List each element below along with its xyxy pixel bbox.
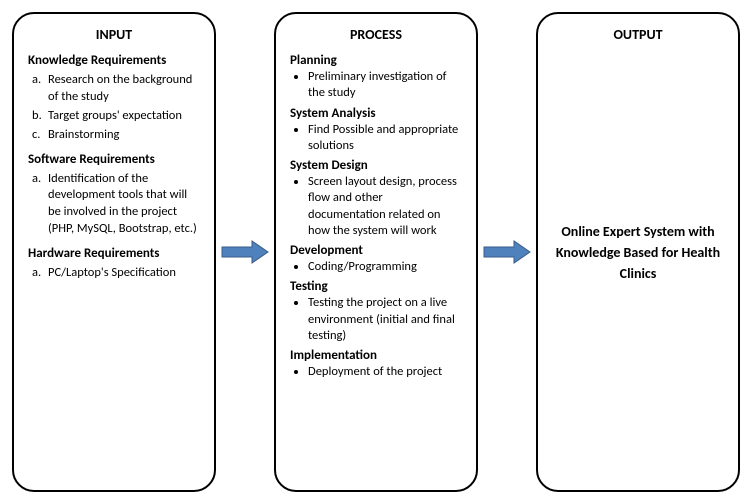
output-box: OUTPUT Online Expert System with Knowled… bbox=[536, 12, 740, 492]
list-marker: c. bbox=[32, 127, 48, 144]
process-phase-bullets: Preliminary investigation of the study bbox=[290, 69, 462, 102]
process-bullet: Coding/Programming bbox=[308, 259, 462, 275]
input-item-text: Research on the background of the study bbox=[48, 72, 200, 106]
process-phase-name: Implementation bbox=[290, 348, 462, 363]
process-title: PROCESS bbox=[290, 26, 462, 43]
process-phases: PlanningPreliminary investigation of the… bbox=[290, 53, 462, 380]
output-text: Online Expert System with Knowledge Base… bbox=[552, 221, 724, 284]
process-phase-bullets: Deployment of the project bbox=[290, 364, 462, 380]
input-item-list: a.Identification of the development tool… bbox=[28, 171, 200, 239]
process-bullet: Deployment of the project bbox=[308, 364, 462, 380]
process-box: PROCESS PlanningPreliminary investigatio… bbox=[274, 12, 478, 492]
arrow-input-to-process bbox=[220, 237, 270, 267]
input-title: INPUT bbox=[28, 26, 200, 43]
arrow-process-to-output bbox=[482, 237, 532, 267]
process-phase-name: Development bbox=[290, 243, 462, 258]
input-item-text: Target groups' expectation bbox=[48, 108, 182, 125]
input-section-heading: Software Requirements bbox=[28, 152, 200, 167]
list-marker: a. bbox=[32, 72, 48, 106]
input-item-text: Brainstorming bbox=[48, 127, 119, 144]
input-item-text: PC/Laptop's Specification bbox=[48, 265, 176, 282]
input-sections: Knowledge Requirementsa.Research on the … bbox=[28, 53, 200, 282]
process-phase-bullets: Coding/Programming bbox=[290, 259, 462, 275]
process-bullet: Screen layout design, process flow and o… bbox=[308, 174, 462, 239]
input-item-text: Identification of the development tools … bbox=[48, 171, 200, 239]
process-phase-bullets: Find Possible and appropriate solutions bbox=[290, 122, 462, 155]
list-marker: a. bbox=[32, 171, 48, 239]
ipo-diagram: INPUT Knowledge Requirementsa.Research o… bbox=[12, 12, 740, 492]
input-item: a.Identification of the development tool… bbox=[32, 171, 200, 239]
input-item: a.PC/Laptop's Specification bbox=[32, 265, 200, 282]
process-bullet: Find Possible and appropriate solutions bbox=[308, 122, 462, 155]
input-section-heading: Knowledge Requirements bbox=[28, 53, 200, 68]
list-marker: b. bbox=[32, 108, 48, 125]
process-phase-name: Planning bbox=[290, 53, 462, 68]
process-phase-bullets: Testing the project on a live environmen… bbox=[290, 295, 462, 344]
list-marker: a. bbox=[32, 265, 48, 282]
process-bullet: Preliminary investigation of the study bbox=[308, 69, 462, 102]
input-box: INPUT Knowledge Requirementsa.Research o… bbox=[12, 12, 216, 492]
input-item: b.Target groups' expectation bbox=[32, 108, 200, 125]
process-bullet: Testing the project on a live environmen… bbox=[308, 295, 462, 344]
process-phase-name: System Design bbox=[290, 158, 462, 173]
output-title: OUTPUT bbox=[538, 26, 738, 43]
input-item: c.Brainstorming bbox=[32, 127, 200, 144]
process-phase-name: System Analysis bbox=[290, 106, 462, 121]
input-section-heading: Hardware Requirements bbox=[28, 246, 200, 261]
input-item-list: a.Research on the background of the stud… bbox=[28, 72, 200, 144]
arrow-icon bbox=[220, 237, 270, 267]
input-item: a.Research on the background of the stud… bbox=[32, 72, 200, 106]
process-phase-name: Testing bbox=[290, 279, 462, 294]
process-phase-bullets: Screen layout design, process flow and o… bbox=[290, 174, 462, 239]
input-item-list: a.PC/Laptop's Specification bbox=[28, 265, 200, 282]
arrow-icon bbox=[482, 237, 532, 267]
